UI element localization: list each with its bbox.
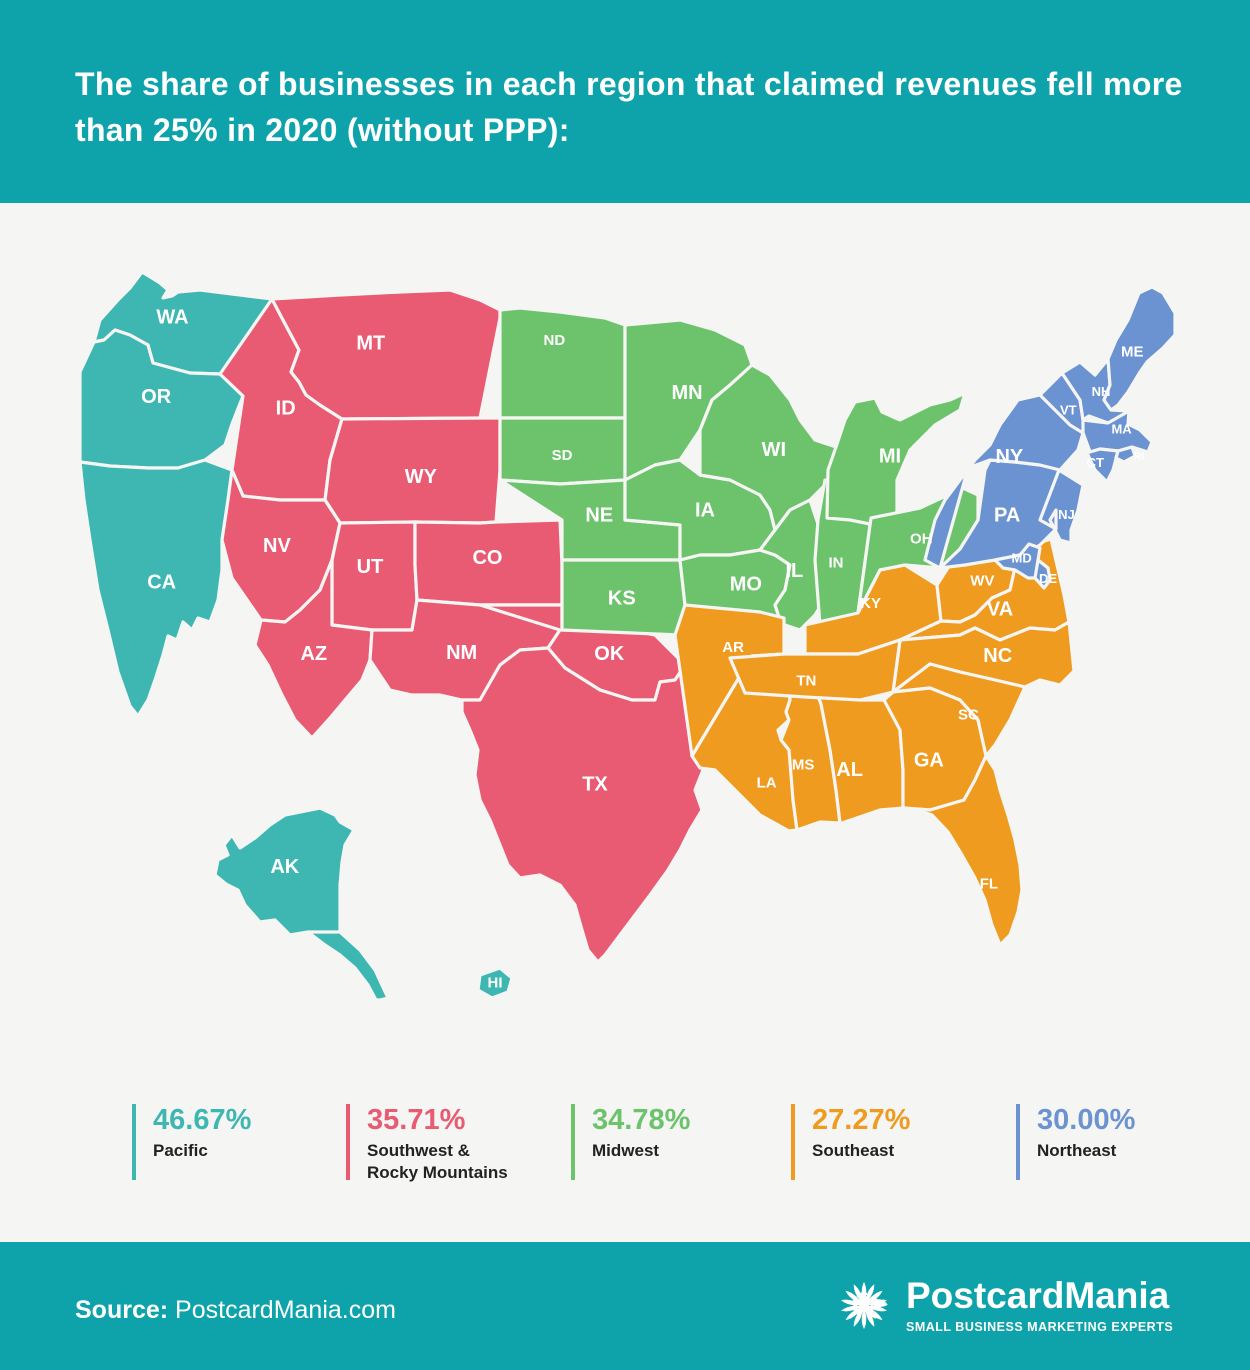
svg-text:HI: HI: [488, 974, 503, 991]
svg-text:GA: GA: [914, 749, 944, 771]
svg-text:KY: KY: [860, 595, 881, 612]
svg-text:NV: NV: [263, 535, 291, 557]
svg-text:AR: AR: [722, 639, 744, 656]
svg-text:OK: OK: [594, 643, 625, 665]
svg-text:ND: ND: [544, 332, 566, 349]
svg-text:SD: SD: [552, 447, 573, 464]
svg-text:TN: TN: [796, 673, 816, 690]
svg-text:CT: CT: [1087, 455, 1104, 470]
svg-text:NY: NY: [995, 446, 1023, 468]
svg-text:NE: NE: [585, 504, 613, 526]
svg-text:FL: FL: [980, 875, 998, 892]
svg-text:WV: WV: [970, 573, 994, 590]
svg-text:RI: RI: [1134, 451, 1144, 462]
svg-text:CA: CA: [147, 571, 176, 593]
svg-text:NH: NH: [1092, 384, 1111, 399]
svg-text:MI: MI: [879, 445, 901, 467]
svg-text:OR: OR: [141, 386, 172, 408]
svg-text:AL: AL: [836, 759, 863, 781]
svg-text:MA: MA: [1111, 422, 1132, 437]
svg-text:MN: MN: [671, 382, 702, 404]
svg-text:SC: SC: [958, 706, 979, 723]
svg-text:DE: DE: [1039, 571, 1057, 586]
svg-text:ME: ME: [1121, 344, 1144, 361]
svg-text:PA: PA: [994, 505, 1020, 527]
svg-text:WY: WY: [405, 466, 438, 488]
svg-text:VT: VT: [1060, 402, 1077, 417]
svg-text:NJ: NJ: [1058, 507, 1075, 522]
svg-text:KS: KS: [608, 587, 636, 609]
svg-text:IL: IL: [785, 560, 803, 582]
svg-text:CO: CO: [472, 547, 502, 569]
svg-text:NM: NM: [446, 642, 477, 664]
svg-text:NC: NC: [983, 645, 1012, 667]
svg-text:TX: TX: [582, 774, 608, 796]
svg-text:IN: IN: [829, 555, 844, 572]
svg-text:AZ: AZ: [300, 643, 327, 665]
svg-text:UT: UT: [357, 556, 384, 578]
svg-text:LA: LA: [757, 775, 777, 792]
svg-text:MS: MS: [792, 757, 815, 774]
svg-text:WI: WI: [762, 439, 786, 461]
svg-text:OH: OH: [910, 530, 933, 547]
svg-text:WA: WA: [156, 307, 188, 329]
svg-text:AK: AK: [270, 856, 299, 878]
svg-text:VA: VA: [987, 598, 1013, 620]
svg-text:MT: MT: [356, 333, 385, 355]
svg-text:ID: ID: [276, 397, 296, 419]
svg-text:MO: MO: [730, 574, 762, 596]
svg-text:MD: MD: [1011, 550, 1031, 565]
svg-text:IA: IA: [695, 500, 715, 522]
